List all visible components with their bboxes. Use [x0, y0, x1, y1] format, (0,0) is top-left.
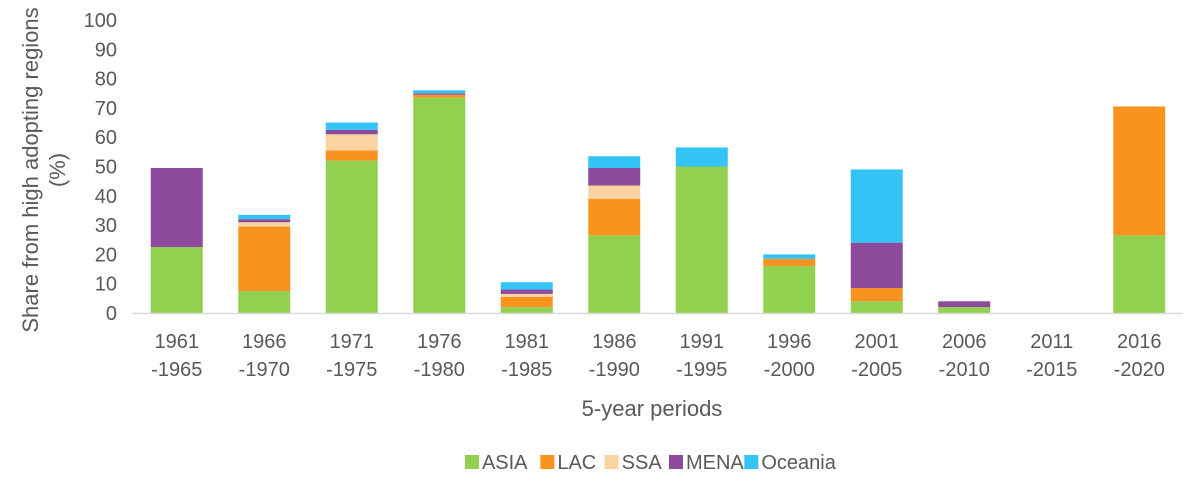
bar-segment-ssa	[588, 185, 641, 199]
bar-segment-asia	[150, 247, 203, 313]
bar-segment-oceania	[500, 282, 553, 290]
x-axis-ticks: 1961 -1965 1966 -1970 1971 -1975 1976 -1980 1981…	[151, 331, 1165, 381]
bar-segment-asia	[413, 97, 466, 314]
bar-segment-mena	[588, 167, 641, 186]
bar-segment-lac	[325, 150, 378, 161]
legend: ASIA LAC SSA MENA Oceania	[464, 452, 837, 474]
legend-swatch-ssa	[604, 455, 619, 469]
x-tick-label: 1986	[592, 331, 637, 353]
bar-segment-lac	[500, 296, 553, 308]
bar-segment-mena	[238, 219, 291, 223]
legend-swatch-oceania	[744, 455, 759, 469]
bar-segment-oceania	[675, 147, 728, 167]
bar-segment-oceania	[413, 90, 466, 94]
bar-segment-mena	[938, 301, 991, 308]
x-tick-label: -1975	[326, 359, 377, 381]
y-axis-ticks: 0 10 20 30 40 50 60 70 80 90 100	[84, 10, 117, 325]
bar-segment-asia	[675, 166, 728, 313]
bar-segment-mena	[413, 93, 466, 95]
bar-segment-oceania	[588, 156, 641, 168]
x-tick-label: 1981	[505, 331, 550, 353]
bar-segment-asia	[500, 307, 553, 313]
x-tick-label: 2001	[855, 331, 900, 353]
x-tick-label: 1996	[767, 331, 812, 353]
y-tick-label: 50	[95, 157, 117, 179]
bar-segment-oceania	[850, 169, 903, 243]
legend-swatch-lac	[540, 455, 555, 469]
bar-segment-mena	[850, 242, 903, 289]
x-tick-label: -2005	[851, 359, 902, 381]
bar-segment-asia	[1113, 235, 1166, 313]
bar-segment-asia	[325, 160, 378, 313]
x-tick-label: 2016	[1117, 331, 1162, 353]
x-tick-label: 1971	[330, 331, 375, 353]
bar-segment-asia	[938, 307, 991, 313]
bar-segment-lac	[238, 226, 291, 292]
y-tick-label: 100	[84, 10, 117, 32]
x-tick-label: -1980	[414, 359, 465, 381]
legend-label: MENA	[686, 452, 744, 474]
bar-segment-oceania	[763, 254, 816, 259]
y-tick-label: 80	[95, 69, 117, 91]
bar-segment-lac	[413, 94, 466, 98]
x-axis-title: 5-year periods	[582, 396, 723, 421]
bar-segment-asia	[238, 291, 291, 313]
legend-swatch-mena	[668, 455, 683, 469]
y-tick-label: 70	[95, 98, 117, 120]
x-tick-label: -2020	[1114, 359, 1165, 381]
bar-segment-oceania	[325, 122, 378, 130]
bar-segment-lac	[850, 288, 903, 302]
legend-label: Oceania	[761, 452, 836, 474]
bar-segment-lac	[1113, 106, 1166, 236]
x-tick-label: 1976	[417, 331, 462, 353]
bar-segment-lac	[763, 258, 816, 267]
x-tick-label: -1990	[589, 359, 640, 381]
bar-segment-ssa	[238, 222, 291, 227]
bar-segment-mena	[325, 129, 378, 135]
legend-label: ASIA	[482, 452, 528, 474]
y-axis-title-line2: (%)	[45, 153, 70, 187]
y-axis-title-line1: Share from high adopting regions	[18, 7, 43, 332]
legend-swatch-asia	[464, 455, 479, 469]
x-tick-label: -1970	[239, 359, 290, 381]
bar-segment-oceania	[238, 214, 291, 220]
x-tick-label: -2015	[1026, 359, 1077, 381]
x-tick-label: -2000	[764, 359, 815, 381]
x-tick-label: -1985	[501, 359, 552, 381]
x-tick-label: -1995	[676, 359, 727, 381]
x-tick-label: 2011	[1030, 331, 1073, 353]
y-tick-label: 60	[95, 127, 117, 149]
x-tick-label: 1966	[242, 331, 287, 353]
bar-segment-mena	[500, 289, 553, 294]
bar-segment-asia	[763, 266, 816, 313]
y-tick-label: 90	[95, 39, 117, 61]
bar-segment-ssa	[325, 134, 378, 151]
x-tick-label: -1965	[151, 359, 202, 381]
bar-segment-lac	[588, 198, 641, 236]
y-tick-label: 40	[95, 186, 117, 208]
x-tick-label: 2006	[942, 331, 987, 353]
y-tick-label: 0	[106, 303, 117, 325]
x-tick-label: 1991	[680, 331, 725, 353]
y-tick-label: 20	[95, 244, 117, 266]
bar-segment-mena	[150, 167, 203, 248]
bar-segment-ssa	[500, 293, 553, 297]
legend-label: LAC	[557, 452, 596, 474]
bars-layer	[150, 90, 1166, 314]
legend-label: SSA	[622, 452, 663, 474]
x-tick-label: -2010	[939, 359, 990, 381]
bar-segment-asia	[850, 301, 903, 313]
y-tick-label: 30	[95, 215, 117, 237]
y-tick-label: 10	[95, 274, 117, 296]
bar-segment-asia	[588, 235, 641, 313]
x-tick-label: 1961	[155, 331, 200, 353]
